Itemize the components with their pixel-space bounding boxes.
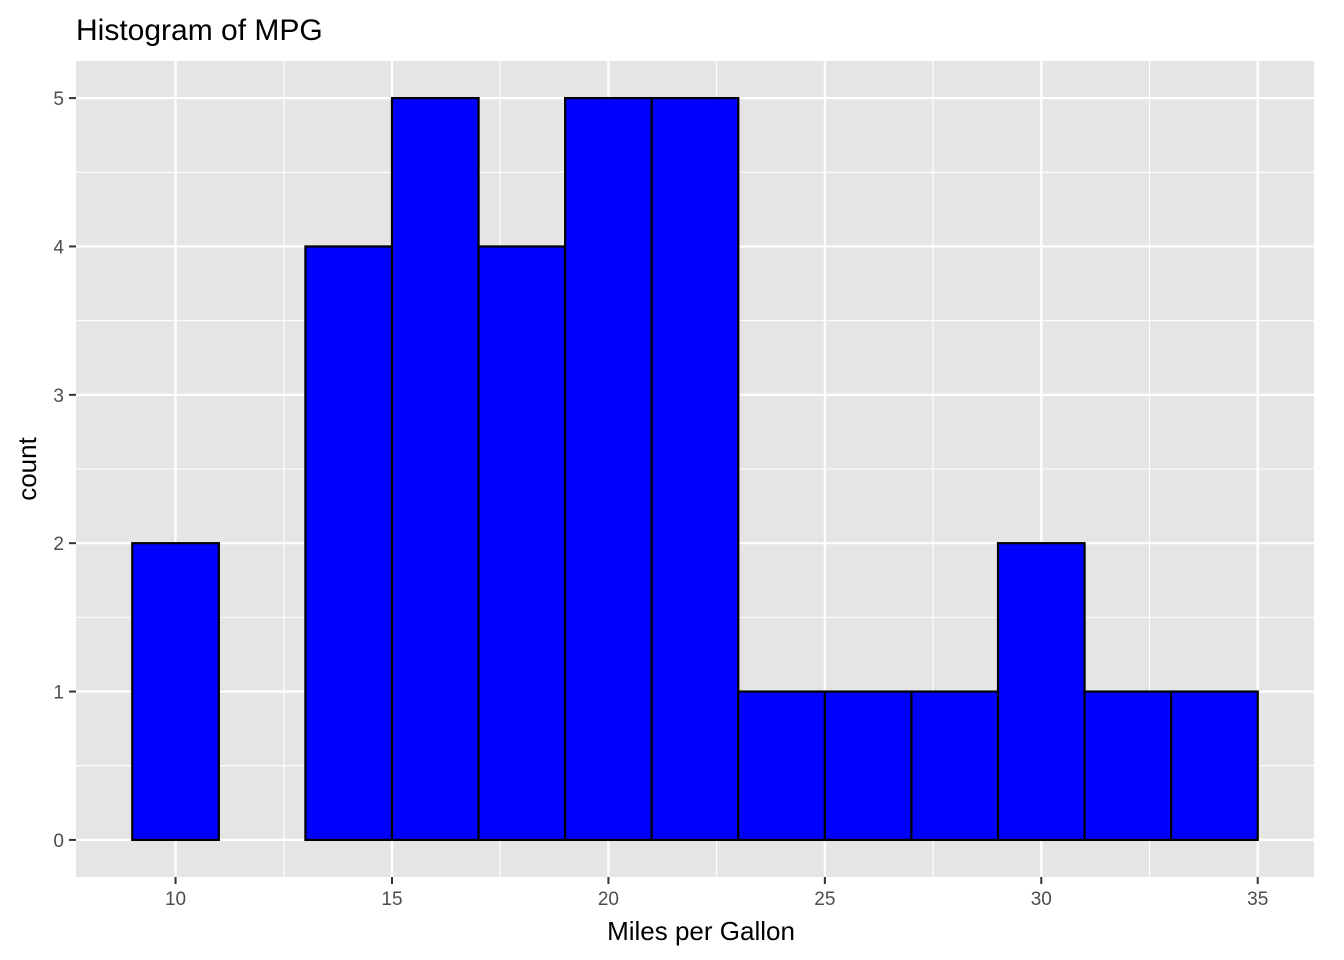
x-tick-label: 15	[381, 889, 402, 910]
y-tick-label: 3	[53, 386, 64, 407]
histogram-bar	[564, 96, 653, 842]
histogram-bar	[650, 96, 740, 842]
histogram-bar	[304, 245, 394, 842]
y-axis-title: count	[12, 436, 42, 500]
histogram-bar	[910, 690, 1000, 842]
y-tick-label: 2	[53, 534, 64, 555]
histogram-bar	[737, 690, 826, 842]
histogram-bar	[1083, 690, 1173, 842]
y-tick-label: 0	[53, 831, 64, 852]
bars	[131, 96, 1259, 842]
histogram-bar	[1170, 690, 1259, 842]
histogram-bar	[131, 542, 220, 842]
chart-title: Histogram of MPG	[76, 14, 323, 47]
histogram-bar	[823, 690, 913, 842]
y-tick-label: 5	[53, 89, 64, 110]
x-tick-label: 25	[814, 889, 835, 910]
y-tick-label: 4	[53, 237, 64, 258]
histogram-bar	[390, 96, 480, 842]
x-tick-label: 10	[165, 889, 186, 910]
x-tick-label: 30	[1031, 889, 1052, 910]
x-axis: 10 15 20 25 30 35	[165, 877, 1268, 910]
y-axis: 0 1 2 3 4 5	[53, 89, 76, 852]
x-axis-title: Miles per Gallon	[607, 916, 795, 946]
y-tick-label: 1	[53, 683, 64, 704]
histogram-bar	[996, 542, 1086, 842]
histogram-bar	[477, 245, 567, 842]
x-tick-label: 20	[598, 889, 619, 910]
x-tick-label: 35	[1247, 889, 1268, 910]
